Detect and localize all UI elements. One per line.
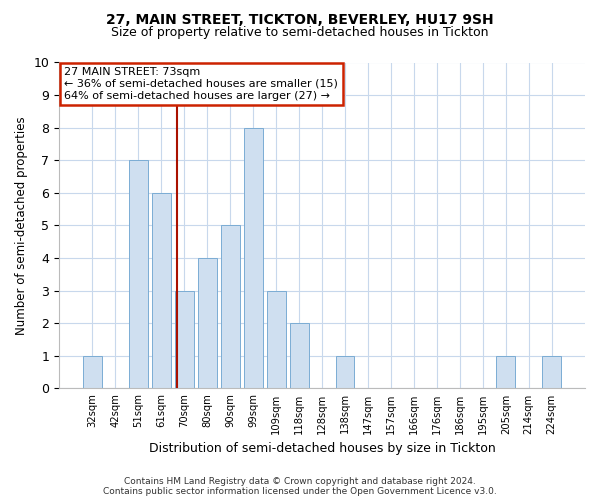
Bar [221,226,239,388]
Bar [198,258,217,388]
Bar [175,290,194,388]
Bar [152,193,171,388]
Bar [496,356,515,388]
Bar [244,128,263,388]
Text: 27 MAIN STREET: 73sqm
← 36% of semi-detached houses are smaller (15)
64% of semi: 27 MAIN STREET: 73sqm ← 36% of semi-deta… [64,68,338,100]
Y-axis label: Number of semi-detached properties: Number of semi-detached properties [15,116,28,335]
X-axis label: Distribution of semi-detached houses by size in Tickton: Distribution of semi-detached houses by … [149,442,496,455]
Text: Contains HM Land Registry data © Crown copyright and database right 2024.
Contai: Contains HM Land Registry data © Crown c… [103,476,497,496]
Bar [290,323,308,388]
Bar [267,290,286,388]
Text: Size of property relative to semi-detached houses in Tickton: Size of property relative to semi-detach… [111,26,489,39]
Bar [335,356,355,388]
Bar [83,356,102,388]
Bar [542,356,561,388]
Bar [129,160,148,388]
Text: 27, MAIN STREET, TICKTON, BEVERLEY, HU17 9SH: 27, MAIN STREET, TICKTON, BEVERLEY, HU17… [106,12,494,26]
